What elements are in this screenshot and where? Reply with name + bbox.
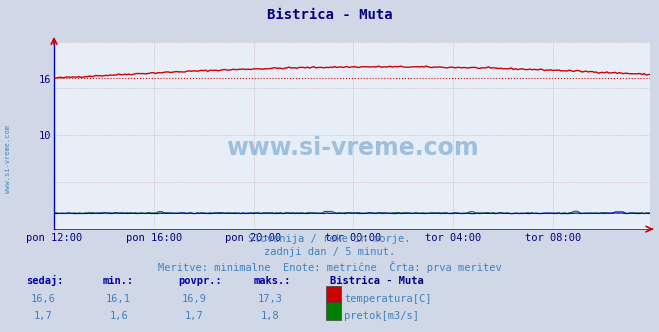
Text: www.si-vreme.com: www.si-vreme.com <box>5 125 11 193</box>
Text: sedaj:: sedaj: <box>26 275 64 286</box>
Text: 16,9: 16,9 <box>182 294 207 304</box>
Text: Bistrica - Muta: Bistrica - Muta <box>267 8 392 22</box>
Text: 16,1: 16,1 <box>106 294 131 304</box>
Text: Meritve: minimalne  Enote: metrične  Črta: prva meritev: Meritve: minimalne Enote: metrične Črta:… <box>158 261 501 273</box>
Text: 16,6: 16,6 <box>30 294 55 304</box>
Text: 1,7: 1,7 <box>185 311 204 321</box>
Text: 1,7: 1,7 <box>34 311 52 321</box>
Text: min.:: min.: <box>102 276 133 286</box>
Text: zadnji dan / 5 minut.: zadnji dan / 5 minut. <box>264 247 395 257</box>
Text: povpr.:: povpr.: <box>178 276 221 286</box>
Text: Slovenija / reke in morje.: Slovenija / reke in morje. <box>248 234 411 244</box>
Text: 17,3: 17,3 <box>258 294 283 304</box>
Text: Bistrica - Muta: Bistrica - Muta <box>330 276 423 286</box>
Text: 1,6: 1,6 <box>109 311 128 321</box>
Text: pretok[m3/s]: pretok[m3/s] <box>344 311 419 321</box>
Text: temperatura[C]: temperatura[C] <box>344 294 432 304</box>
Text: maks.:: maks.: <box>254 276 291 286</box>
Text: www.si-vreme.com: www.si-vreme.com <box>226 136 478 160</box>
Text: 1,8: 1,8 <box>261 311 279 321</box>
